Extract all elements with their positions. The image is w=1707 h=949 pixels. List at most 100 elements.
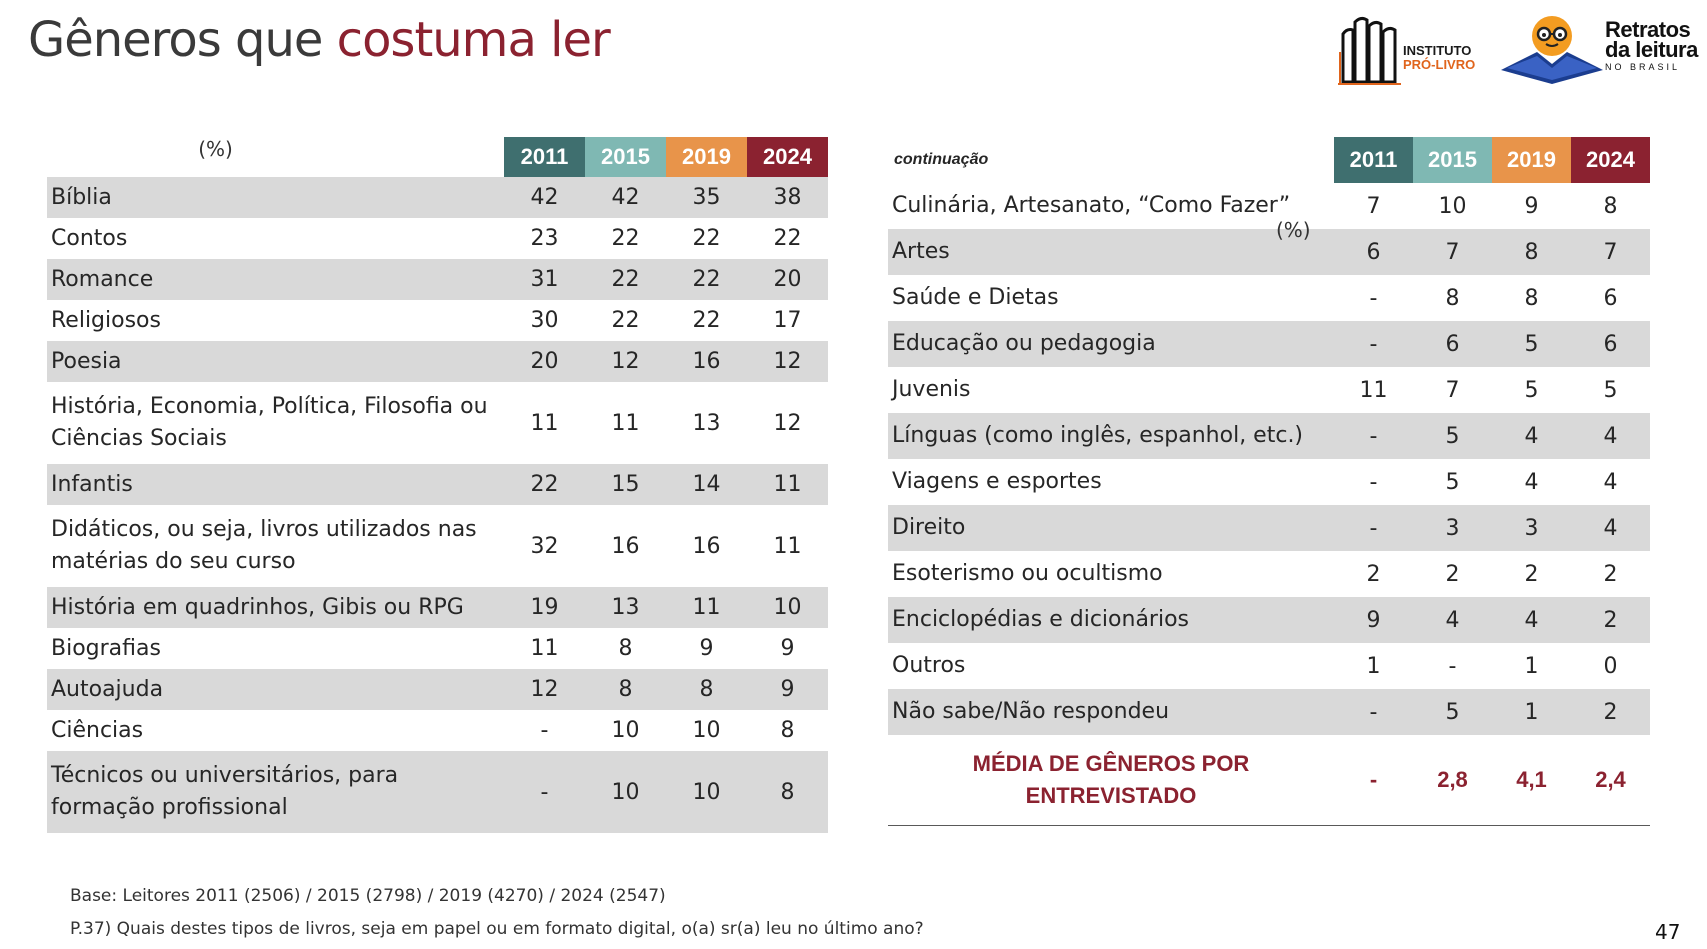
value-2019: 11 [666,587,747,628]
value-2019: 4 [1492,597,1571,643]
table-row: Não sabe/Não respondeu -5 1 2 [888,689,1650,735]
value-2011: - [1369,285,1378,311]
table-row: Infantis 22 15 14 11 [47,464,828,505]
value-2024: 9 [747,669,828,710]
table-row: Línguas (como inglês, espanhol, etc.) -5 4… [888,413,1650,459]
value-2011: 20 [504,341,585,382]
average-row: MÉDIA DE GÊNEROS POR ENTREVISTADO - 2,8 … [888,735,1650,826]
table-row: Bíblia 42 42 35 38 [47,177,828,218]
value-2015: 3 [1413,505,1492,551]
value-2024: 2 [1571,689,1650,735]
footnote-base: Base: Leitores 2011 (2506) / 2015 (2798)… [70,886,666,906]
value-2015: 42 [585,177,666,218]
value-2011: 12 [504,669,585,710]
value-2024: 4 [1571,413,1650,459]
value-2011: 23 [530,226,559,251]
value-2011: - [1369,469,1378,495]
table-row: História em quadrinhos, Gibis ou RPG 19 13… [47,587,828,628]
continuation-label: continuação [894,151,989,168]
value-2015: 10 [1438,193,1467,219]
value-2019: 9 [1524,193,1539,219]
genre-label: Técnicos ou universitários, para formaçã… [47,751,504,833]
value-2024: 9 [780,636,795,661]
table-row: Culinária, Artesanato, “Como Fazer” 7 10 9 8 [888,183,1650,229]
value-2015: 16 [611,533,640,559]
value-2011: 9 [1334,597,1413,643]
table-row: Artes 6 7 8 7 [888,229,1650,275]
genre-label: Religiosos [51,307,161,333]
page-title: Gêneros que costuma ler [28,12,611,68]
table-row: Poesia 20 12 16 12 [47,341,828,382]
genre-label: Não sabe/Não respondeu [888,689,1334,735]
table-row: Biografias 11 8 9 9 [47,628,828,669]
value-2024: 8 [747,751,828,833]
genre-label: Outros [892,653,966,678]
value-2024: 8 [780,718,795,743]
value-2019: 13 [692,410,721,436]
page-number: 47 [1655,920,1681,944]
year-header-2015: 2015 [1413,137,1492,183]
value-2011: 6 [1334,229,1413,275]
footnote-question: P.37) Quais destes tipos de livros, seja… [70,919,924,939]
value-2011: - [1334,413,1413,459]
value-2015: 8 [618,636,633,661]
instituto-pro-livro-logo: INSTITUTO PRÓ-LIVRO [1335,12,1485,86]
value-2015: 5 [1413,689,1492,735]
year-header-2019: 2019 [666,137,747,177]
value-2015: 22 [585,259,666,300]
table-row: Didáticos, ou seja, livros utilizados na… [47,505,828,587]
genre-label: História em quadrinhos, Gibis ou RPG [47,587,504,628]
table-row: Viagens e esportes - 5 4 4 [888,459,1650,505]
value-2015: 2 [1445,561,1460,587]
value-2011: 31 [504,259,585,300]
value-2015: - [1448,653,1457,679]
value-2015: 22 [611,226,640,251]
value-2011: 42 [504,177,585,218]
value-2015: 11 [611,410,640,436]
value-2015: 22 [611,308,640,333]
table-row: Direito -3 3 4 [888,505,1650,551]
genre-label: Romance [47,259,504,300]
genre-label: História, Economia, Política, Filosofia … [51,394,488,451]
table-header-row: (%) 2011 2015 2019 2024 [47,137,828,177]
genre-label: Ciências [51,717,144,743]
value-2019: 10 [666,751,747,833]
genre-label: Direito [888,505,1334,551]
value-2024: 4 [1603,469,1618,495]
year-header-2024: 2024 [747,137,828,177]
genre-label: Didáticos, ou seja, livros utilizados na… [51,517,477,574]
percent-unit-label-right: (%) [1276,218,1311,242]
value-2011: 2 [1366,561,1381,587]
value-2019: 4 [1524,469,1539,495]
genre-label: Autoajuda [47,669,504,710]
average-2011: - [1334,735,1413,826]
table-row: Esoterismo ou ocultismo 2 2 2 2 [888,551,1650,597]
value-2015: 10 [611,718,640,743]
value-2015: 6 [1413,321,1492,367]
value-2015: 7 [1413,229,1492,275]
logo-text-pro-livro: PRÓ-LIVRO [1403,57,1476,72]
genre-label: Contos [51,225,128,251]
value-2024: 6 [1603,285,1618,311]
value-2015: 12 [585,341,666,382]
genre-label: Educação ou pedagogia [888,321,1334,367]
logo-text-instituto: INSTITUTO [1403,43,1472,58]
percent-unit-label: (%) [198,137,233,161]
value-2019: 22 [666,259,747,300]
value-2019: 8 [666,669,747,710]
retratos-da-leitura-logo: Retratos da leitura NO BRASIL [1497,12,1702,86]
value-2019: 16 [666,341,747,382]
value-2019: 1 [1524,653,1539,679]
value-2019: 8 [1492,229,1571,275]
value-2024: 8 [1603,193,1618,219]
value-2011: - [1334,505,1413,551]
value-2015: 8 [1445,285,1460,311]
genre-label: Culinária, Artesanato, “Como Fazer” [892,193,1291,218]
average-2019: 4,1 [1492,735,1571,826]
value-2011: 19 [504,587,585,628]
average-2015: 2,8 [1413,735,1492,826]
genre-label: Infantis [47,464,504,505]
value-2011: 30 [530,308,559,333]
value-2011: 7 [1366,193,1381,219]
value-2015: 13 [585,587,666,628]
